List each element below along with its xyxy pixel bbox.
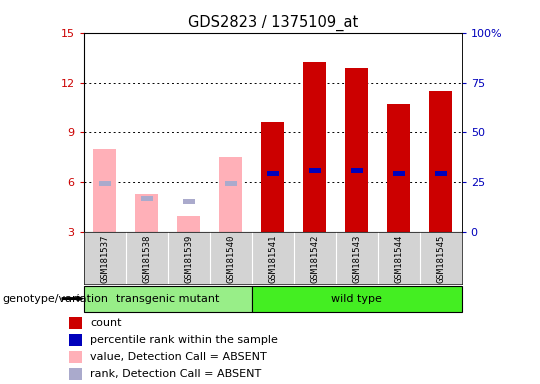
Text: rank, Detection Call = ABSENT: rank, Detection Call = ABSENT	[90, 369, 261, 379]
Bar	[135, 194, 158, 232]
Bar	[267, 171, 279, 175]
Text: wild type: wild type	[331, 293, 382, 304]
Bar	[225, 181, 237, 186]
Bar	[177, 216, 200, 232]
Text: GSM181544: GSM181544	[394, 235, 403, 283]
Bar	[69, 334, 82, 346]
Bar	[69, 351, 82, 363]
Text: GSM181538: GSM181538	[142, 235, 151, 283]
Text: GSM181543: GSM181543	[352, 235, 361, 283]
Bar	[429, 91, 453, 232]
Bar	[93, 149, 116, 232]
Text: GSM181537: GSM181537	[100, 235, 109, 283]
Text: count: count	[90, 318, 122, 328]
Bar	[309, 168, 321, 173]
Text: value, Detection Call = ABSENT: value, Detection Call = ABSENT	[90, 352, 267, 362]
Text: GSM181541: GSM181541	[268, 235, 277, 283]
Text: GSM181540: GSM181540	[226, 235, 235, 283]
Bar	[99, 181, 111, 186]
Bar	[303, 62, 326, 232]
Bar	[393, 171, 404, 175]
Text: GSM181545: GSM181545	[436, 235, 445, 283]
Bar	[387, 104, 410, 232]
Bar	[69, 367, 82, 380]
Bar	[183, 199, 194, 204]
Bar	[84, 286, 252, 311]
Bar	[351, 168, 362, 173]
Bar	[69, 317, 82, 329]
Text: GSM181542: GSM181542	[310, 235, 319, 283]
Text: percentile rank within the sample: percentile rank within the sample	[90, 335, 278, 345]
Bar	[252, 286, 462, 311]
Bar	[435, 171, 447, 175]
Title: GDS2823 / 1375109_at: GDS2823 / 1375109_at	[187, 15, 358, 31]
Bar	[345, 68, 368, 232]
Bar	[141, 196, 153, 200]
Text: GSM181539: GSM181539	[184, 235, 193, 283]
Bar	[219, 157, 242, 232]
Text: transgenic mutant: transgenic mutant	[116, 293, 219, 304]
Text: genotype/variation: genotype/variation	[3, 293, 109, 304]
Bar	[261, 122, 284, 232]
